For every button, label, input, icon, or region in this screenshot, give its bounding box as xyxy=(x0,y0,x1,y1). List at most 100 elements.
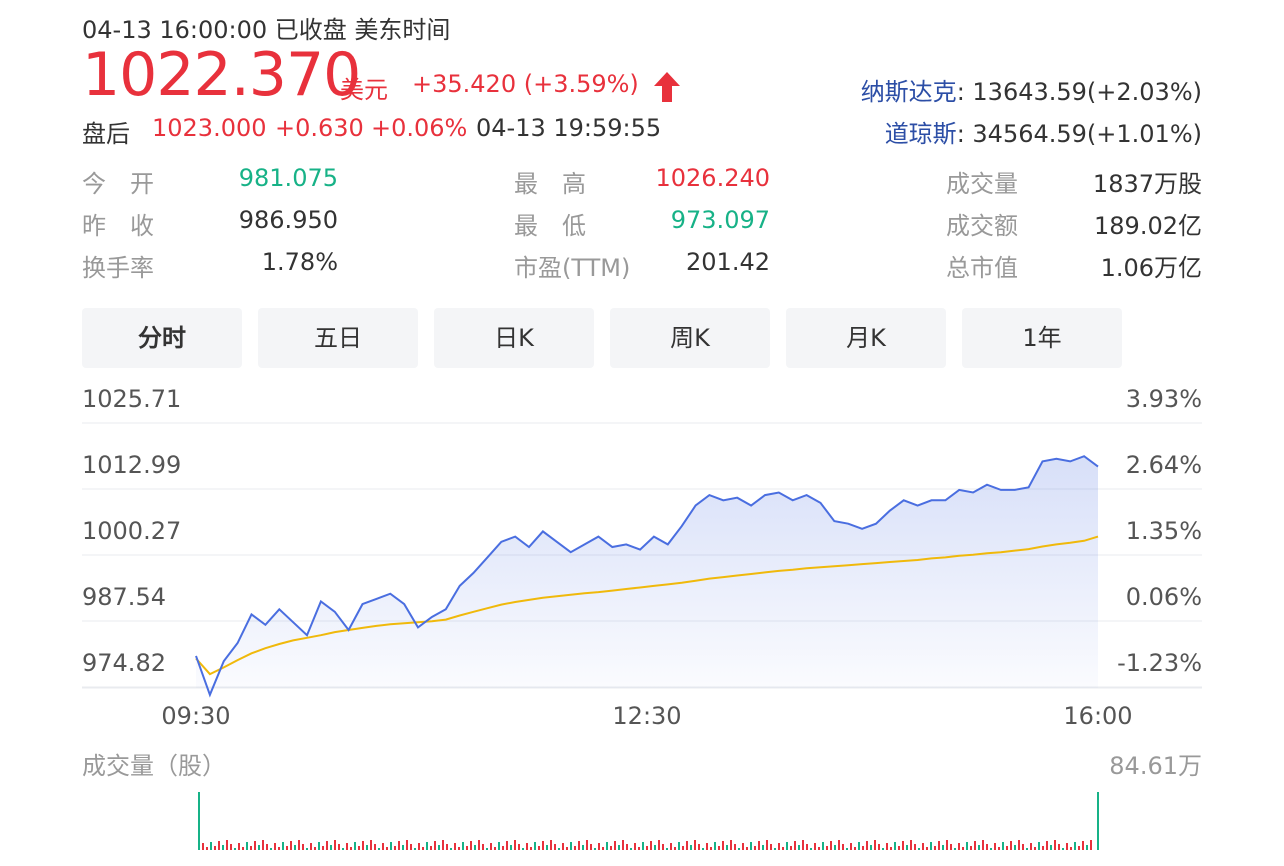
volume-bar xyxy=(1022,844,1024,850)
volume-bar xyxy=(858,842,860,850)
chart-period-tabs: 分时 五日 日K 周K 月K 1年 xyxy=(82,308,1122,368)
volume-bar xyxy=(474,845,476,850)
volume-bar xyxy=(1046,841,1048,850)
volume-bar xyxy=(902,841,904,850)
volume-bar xyxy=(998,847,1000,850)
tab-monthly-k[interactable]: 月K xyxy=(786,308,946,368)
volume-bar xyxy=(710,847,712,850)
volume-bar xyxy=(698,844,700,850)
tab-weekly-k[interactable]: 周K xyxy=(610,308,770,368)
volume-bar xyxy=(1078,846,1080,850)
volume-bar xyxy=(618,845,620,850)
volume-bar xyxy=(470,841,472,850)
volume-bar xyxy=(466,846,468,850)
volume-bar xyxy=(478,840,480,850)
volume-bar xyxy=(786,842,788,850)
y-axis-right-labels: 3.93% 2.64% 1.35% 0.06% -1.23% xyxy=(1117,385,1202,677)
volume-bar xyxy=(462,842,464,850)
volume-bar xyxy=(534,842,536,850)
volume-bar xyxy=(402,845,404,850)
current-price: 1022.370 xyxy=(82,40,361,110)
index-nasdaq[interactable]: 纳斯达克: 13643.59(+2.03%) xyxy=(861,72,1202,107)
volume-bar xyxy=(446,844,448,850)
volume-bar xyxy=(550,840,552,850)
volume-bar xyxy=(518,844,520,850)
stat-label-volume: 成交量 xyxy=(946,170,1018,198)
volume-bar xyxy=(834,845,836,850)
volume-bar xyxy=(334,840,336,850)
index-name[interactable]: 道琼斯 xyxy=(884,120,957,148)
tab-intraday[interactable]: 分时 xyxy=(82,308,242,368)
volume-bar xyxy=(994,843,996,850)
volume-bar xyxy=(546,845,548,850)
volume-bar xyxy=(354,842,356,850)
stat-label-open: 今 开 xyxy=(82,170,154,198)
index-name[interactable]: 纳斯达克 xyxy=(860,78,957,106)
volume-bar xyxy=(1010,841,1012,850)
tab-one-year[interactable]: 1年 xyxy=(962,308,1122,368)
volume-bar xyxy=(490,843,492,850)
volume-bar xyxy=(774,848,776,850)
volume-bar xyxy=(202,843,204,850)
volume-bar xyxy=(338,844,340,850)
tab-daily-k[interactable]: 日K xyxy=(434,308,594,368)
volume-bar xyxy=(630,848,632,850)
volume-bar xyxy=(694,840,696,850)
volume-bar xyxy=(750,842,752,850)
volume-bar xyxy=(526,843,528,850)
volume-bar xyxy=(566,847,568,850)
x-axis-labels: 09:30 12:30 16:00 xyxy=(161,702,1132,730)
volume-bar xyxy=(718,846,720,850)
volume-bar xyxy=(514,840,516,850)
volume-bar xyxy=(346,843,348,850)
volume-bar xyxy=(310,843,312,850)
average-price-line xyxy=(195,535,1099,676)
stat-value-prev-close: 986.950 xyxy=(238,206,338,234)
volume-bar xyxy=(378,848,380,850)
volume-bar xyxy=(538,846,540,850)
volume-bar xyxy=(1038,842,1040,850)
volume-bars xyxy=(198,792,1099,850)
volume-bar xyxy=(322,846,324,850)
volume-bar xyxy=(922,843,924,850)
stat-value-amount: 189.02亿 xyxy=(1094,212,1202,240)
intraday-chart[interactable]: 1025.71 1012.99 1000.27 987.54 974.82 3.93% 2… xyxy=(0,370,1284,866)
volume-bar xyxy=(370,840,372,850)
volume-bar xyxy=(818,847,820,850)
volume-bar xyxy=(830,841,832,850)
index-value: : 34564.59(+1.01%) xyxy=(956,120,1202,148)
after-hours-change: +0.630 xyxy=(275,114,364,142)
volume-bar xyxy=(306,848,308,850)
volume-bar xyxy=(758,841,760,850)
y-tick-label: 1012.99 xyxy=(82,451,181,479)
volume-bar xyxy=(1030,843,1032,850)
stat-value-high: 1026.240 xyxy=(655,164,770,192)
volume-bar xyxy=(358,846,360,850)
volume-bar xyxy=(590,844,592,850)
volume-bar xyxy=(662,844,664,850)
index-dow[interactable]: 道琼斯: 34564.59(+1.01%) xyxy=(885,114,1202,149)
volume-bar xyxy=(822,842,824,850)
tab-five-day[interactable]: 五日 xyxy=(258,308,418,368)
volume-bar xyxy=(974,841,976,850)
volume-bar xyxy=(386,847,388,850)
y-tick-label: 1000.27 xyxy=(82,517,181,545)
volume-bar xyxy=(978,845,980,850)
volume-bar xyxy=(206,847,208,850)
y-tick-label-percent: 0.06% xyxy=(1126,583,1202,611)
price-line xyxy=(195,455,1099,698)
volume-bar xyxy=(574,846,576,850)
stat-label-prev-close: 昨 收 xyxy=(82,212,154,240)
volume-bar xyxy=(790,846,792,850)
stat-label-amount: 成交额 xyxy=(946,212,1018,240)
volume-bar xyxy=(754,846,756,850)
volume-bar xyxy=(950,844,952,850)
volume-bar xyxy=(326,841,328,850)
volume-bar xyxy=(1058,844,1060,850)
stat-value-volume: 1837万股 xyxy=(1092,170,1202,198)
stat-label-low: 最 低 xyxy=(514,212,586,240)
volume-bar xyxy=(582,845,584,850)
volume-bar xyxy=(730,840,732,850)
volume-bar xyxy=(290,841,292,850)
volume-bar xyxy=(394,846,396,850)
